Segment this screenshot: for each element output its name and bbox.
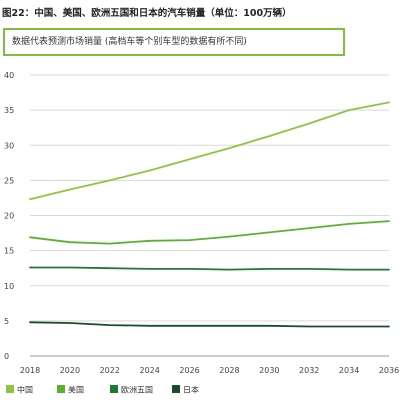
- chart-title: 图22：中国、美国、欧洲五国和日本的汽车销量（单位：100万辆）: [2, 8, 292, 19]
- legend-label: 中国: [17, 385, 33, 395]
- x-tick-label: 2036: [379, 366, 399, 375]
- axes: 0 5 10 15 20 25 30 35 40 2018 2020 2022 2024 2026 2028…: [4, 71, 399, 375]
- legend-swatch: [110, 385, 118, 393]
- series-line-2: [29, 266, 390, 271]
- x-tick-label: 2018: [20, 366, 40, 375]
- y-tick-label: 0: [4, 352, 9, 361]
- gridlines: [30, 74, 389, 357]
- legend: 中国 美国 欧洲五国 日本: [6, 385, 199, 395]
- y-tick-label: 5: [4, 317, 9, 326]
- chart-note-text: 数据代表预测市场销量 (高档车等个别车型的数据有所不同): [12, 37, 247, 47]
- x-tick-label: 2024: [139, 366, 159, 375]
- legend-swatch: [6, 385, 14, 393]
- y-tick-label: 35: [4, 106, 14, 115]
- y-tick-label: 25: [4, 176, 14, 185]
- legend-swatch: [172, 385, 180, 393]
- legend-label: 日本: [183, 385, 199, 395]
- legend-label: 美国: [68, 385, 84, 395]
- y-tick-label: 40: [4, 71, 14, 80]
- series-line-1: [29, 220, 390, 245]
- x-tick-label: 2032: [299, 366, 319, 375]
- x-tick-label: 2026: [179, 366, 199, 375]
- legend-label: 欧洲五国: [121, 385, 153, 395]
- y-tick-label: 30: [4, 141, 14, 150]
- x-tick-label: 2034: [339, 366, 359, 375]
- x-tick-label: 2022: [100, 366, 120, 375]
- x-tick-label: 2020: [60, 366, 80, 375]
- x-tick-label: 2028: [219, 366, 239, 375]
- y-tick-label: 20: [4, 212, 14, 221]
- x-tick-label: 2030: [259, 366, 279, 375]
- legend-swatch: [57, 385, 65, 393]
- y-tick-label: 15: [4, 247, 14, 256]
- series-line-3: [29, 321, 390, 328]
- y-tick-label: 10: [4, 282, 14, 291]
- chart-note-box: 数据代表预测市场销量 (高档车等个别车型的数据有所不同): [3, 28, 345, 56]
- series-lines: [29, 101, 390, 328]
- series-line-0: [29, 101, 390, 201]
